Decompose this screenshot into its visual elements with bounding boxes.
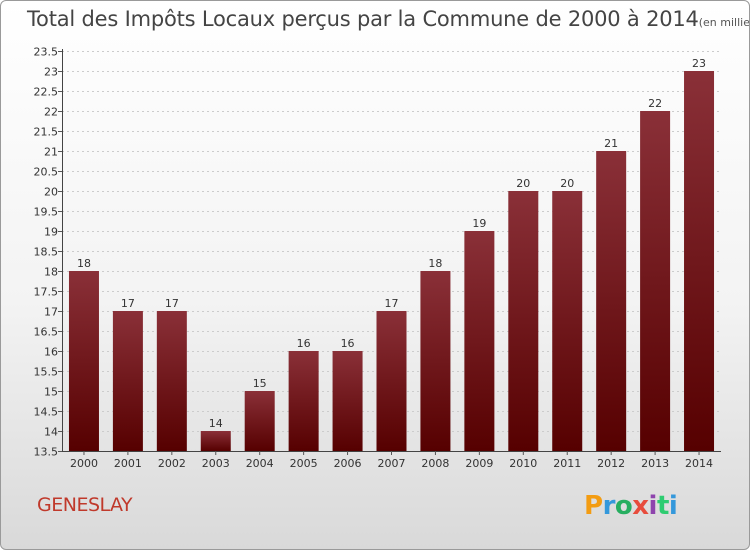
bar-value-label: 23	[692, 57, 706, 70]
bar-value-label: 17	[165, 297, 179, 310]
bar	[420, 271, 451, 451]
y-tick-label: 21	[44, 146, 58, 159]
y-tick-label: 19	[44, 226, 58, 239]
y-tick-label: 14.5	[34, 406, 59, 419]
chart-title-text: Total des Impôts Locaux perçus par la Co…	[27, 7, 699, 31]
bar-value-label: 18	[77, 257, 91, 270]
bar	[156, 311, 187, 451]
y-tick-label: 21.5	[34, 126, 59, 139]
label-layer: 18 17 17 14 15 16 16 17 18 19 20 20 21 22 23	[77, 57, 706, 430]
bar	[332, 351, 363, 451]
bar-value-label: 19	[472, 217, 486, 230]
y-tick-label: 20.5	[34, 166, 59, 179]
y-tick-label: 22	[44, 106, 58, 119]
logo-letter: x	[632, 491, 649, 521]
x-tick-label: 2011	[553, 457, 581, 470]
bar-value-label: 21	[604, 137, 618, 150]
x-tick-label: 2002	[158, 457, 186, 470]
bar-value-label: 22	[648, 97, 662, 110]
bar	[376, 311, 407, 451]
bar	[200, 431, 231, 451]
bar	[244, 391, 275, 451]
x-tick-label: 2003	[202, 457, 230, 470]
bar-value-label: 16	[341, 337, 355, 350]
y-tick-label: 17.5	[34, 286, 59, 299]
bar	[640, 111, 671, 451]
chart-title: Total des Impôts Locaux perçus par la Co…	[27, 7, 750, 31]
x-tick-label: 2009	[465, 457, 493, 470]
y-tick-label: 23.5	[34, 46, 59, 59]
commune-name: GENESLAY	[37, 494, 133, 516]
bar	[508, 191, 539, 451]
y-tick-label: 19.5	[34, 206, 59, 219]
y-tick-label: 20	[44, 186, 58, 199]
logo-letter: t	[656, 491, 669, 521]
logo-letter: r	[602, 491, 616, 521]
bar-value-label: 14	[209, 417, 223, 430]
bar-value-label: 20	[516, 177, 530, 190]
y-tick-label: 16	[44, 346, 58, 359]
y-tick-label: 18.5	[34, 246, 59, 259]
bar	[684, 71, 715, 451]
bar	[112, 311, 143, 451]
bar-layer	[68, 71, 715, 451]
x-tick-label: 2013	[641, 457, 669, 470]
bar-value-label: 16	[297, 337, 311, 350]
bar	[464, 231, 495, 451]
bar-value-label: 17	[385, 297, 399, 310]
x-tick-label: 2012	[597, 457, 625, 470]
bar	[68, 271, 99, 451]
bar-value-label: 18	[428, 257, 442, 270]
y-tick-label: 22.5	[34, 86, 59, 99]
axis-layer: 13.5 14 14.5 15 15.5 16 16.5 17 17.5 18 18.5 19 19.5…	[34, 46, 721, 470]
x-tick-label: 2001	[114, 457, 142, 470]
bar	[552, 191, 583, 451]
x-tick-label: 2008	[421, 457, 449, 470]
x-tick-label: 2007	[378, 457, 406, 470]
x-tick-label: 2010	[509, 457, 537, 470]
y-tick-label: 13.5	[34, 446, 59, 459]
x-tick-label: 2005	[290, 457, 318, 470]
logo-letter: o	[614, 491, 633, 521]
bar-value-label: 20	[560, 177, 574, 190]
x-tick-label: 2000	[70, 457, 98, 470]
y-tick-label: 23	[44, 66, 58, 79]
proxiti-logo[interactable]: Proxiti	[584, 491, 678, 521]
y-tick-label: 15	[44, 386, 58, 399]
y-tick-label: 14	[44, 426, 58, 439]
bar-value-label: 15	[253, 377, 267, 390]
y-tick-label: 15.5	[34, 366, 59, 379]
x-tick-label: 2006	[334, 457, 362, 470]
x-tick-label: 2004	[246, 457, 274, 470]
logo-letter: i	[668, 491, 678, 521]
chart-unit: (en milliers d'€)	[698, 16, 750, 29]
y-tick-label: 17	[44, 306, 58, 319]
x-tick-label: 2014	[685, 457, 713, 470]
y-tick-label: 18	[44, 266, 58, 279]
bar-value-label: 17	[121, 297, 135, 310]
bar	[288, 351, 319, 451]
y-tick-label: 16.5	[34, 326, 59, 339]
logo-letter: P	[584, 491, 603, 521]
bar	[596, 151, 627, 451]
logo-letter: i	[648, 491, 658, 521]
